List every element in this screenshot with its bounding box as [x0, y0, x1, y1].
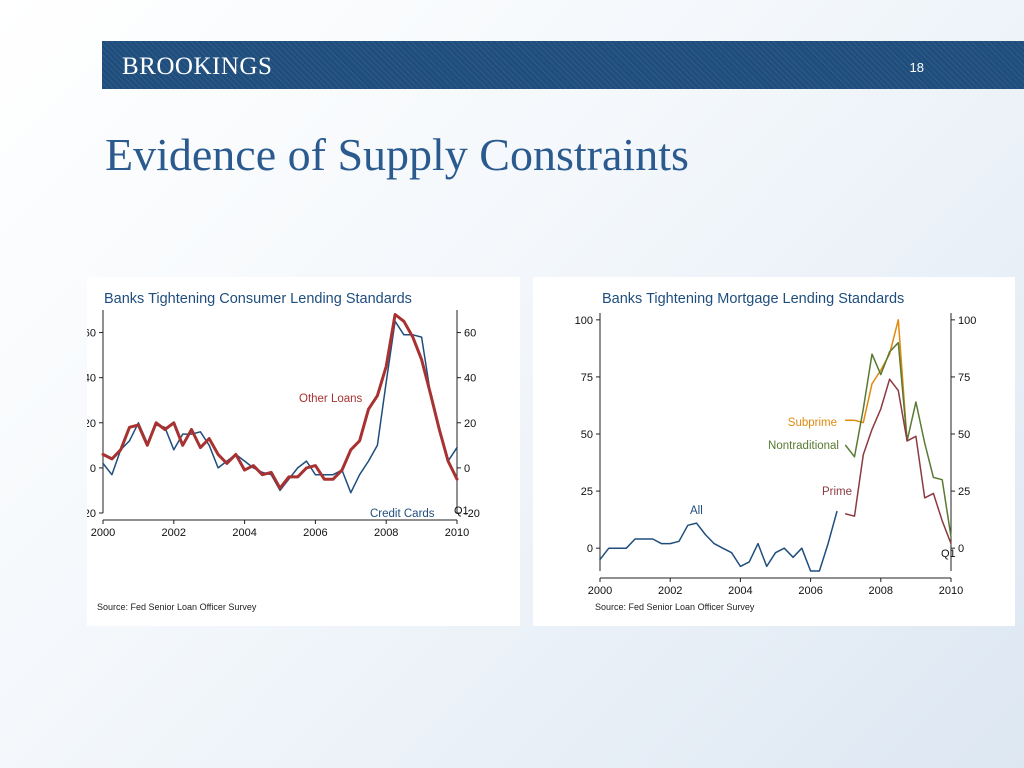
consumer-lending-chart-panel: Banks Tightening Consumer Lending Standa… — [87, 277, 520, 626]
page-number: 18 — [909, 60, 924, 75]
mortgage-chart-source: Source: Fed Senior Loan Officer Survey — [595, 602, 755, 612]
mortgage-x-tick-label: 2010 — [939, 585, 963, 597]
mortgage-series-prime-line — [844, 378, 952, 545]
mortgage-chart-title: Banks Tightening Mortgage Lending Standa… — [602, 291, 905, 307]
slide-title: Evidence of Supply Constraints — [105, 129, 689, 180]
mortgage-series-subprime-line — [844, 319, 908, 442]
consumer-y-tick-label-right: 0 — [464, 463, 470, 475]
brookings-logo: BROOKINGS — [122, 53, 273, 80]
mortgage-y-tick-label-right: 50 — [958, 429, 970, 441]
mortgage-series-label-nontraditional: Nontraditional — [768, 440, 839, 452]
consumer-y-tick-label-left: 0 — [90, 463, 96, 475]
mortgage-series-label-prime: Prime — [822, 486, 852, 498]
consumer-chart-source: Source: Fed Senior Loan Officer Survey — [97, 602, 257, 612]
mortgage-y-tick-label-right: 75 — [958, 372, 970, 384]
consumer-y-tick-label-left: 60 — [87, 328, 96, 340]
consumer-y-tick-label-right: 20 — [464, 418, 476, 430]
mortgage-y-tick-label-right: 0 — [958, 543, 964, 555]
mortgage-x-tick-label: 2004 — [728, 585, 752, 597]
mortgage-series-nontraditional-line — [844, 341, 952, 538]
consumer-series-credit-cards-line — [102, 320, 458, 494]
consumer-chart-title: Banks Tightening Consumer Lending Standa… — [104, 291, 412, 307]
mortgage-x-tick-label: 2002 — [658, 585, 682, 597]
consumer-y-tick-label-right: 60 — [464, 328, 476, 340]
mortgage-y-tick-label-left: 25 — [581, 486, 593, 498]
consumer-x-tick-label: 2002 — [162, 527, 186, 539]
consumer-y-tick-label-left: 40 — [87, 373, 96, 385]
consumer-x-tick-label: 2008 — [374, 527, 398, 539]
consumer-series-other-loans-line — [101, 313, 459, 490]
mortgage-lending-chart: 2000 2002 2004 2006 2008 2010 100 75 50 25 0 100 75 5… — [575, 313, 976, 597]
consumer-series-label-other-loans: Other Loans — [299, 393, 363, 405]
mortgage-y-tick-label-left: 75 — [581, 372, 593, 384]
mortgage-y-tick-label-left: 100 — [575, 315, 593, 327]
consumer-y-tick-label-left: -20 — [87, 508, 96, 520]
consumer-x-tick-label: 2006 — [303, 527, 327, 539]
mortgage-y-tick-label-left: 0 — [587, 543, 593, 555]
consumer-x-tick-label: 2000 — [91, 527, 115, 539]
mortgage-x-tick-label: 2000 — [588, 585, 612, 597]
mortgage-x-tick-label: 2006 — [798, 585, 822, 597]
consumer-y-tick-label-left: 20 — [87, 418, 96, 430]
consumer-y-tick-label-right: 40 — [464, 373, 476, 385]
consumer-x-tick-label: 2004 — [232, 527, 256, 539]
header-banner: BROOKINGS 18 — [102, 41, 1024, 89]
mortgage-series-all-line — [599, 510, 838, 572]
mortgage-series-label-subprime: Subprime — [788, 417, 837, 429]
mortgage-lending-chart-panel: Banks Tightening Mortgage Lending Standa… — [533, 277, 1015, 626]
mortgage-y-tick-label-right: 100 — [958, 315, 976, 327]
mortgage-y-tick-label-right: 25 — [958, 486, 970, 498]
consumer-x-tick-label: 2010 — [445, 527, 469, 539]
mortgage-series-label-all: All — [690, 505, 703, 517]
mortgage-q1-annotation: Q1 — [941, 548, 956, 560]
mortgage-x-tick-label: 2008 — [869, 585, 893, 597]
consumer-q1-annotation: Q1 — [454, 505, 469, 517]
consumer-y-tick-label-right: -20 — [464, 508, 480, 520]
consumer-lending-chart: 2000 2002 2004 2006 2008 2010 60 40 20 0 -20 60 40 20… — [87, 310, 480, 539]
mortgage-y-tick-label-left: 50 — [581, 429, 593, 441]
consumer-series-label-credit-cards: Credit Cards — [370, 508, 435, 520]
